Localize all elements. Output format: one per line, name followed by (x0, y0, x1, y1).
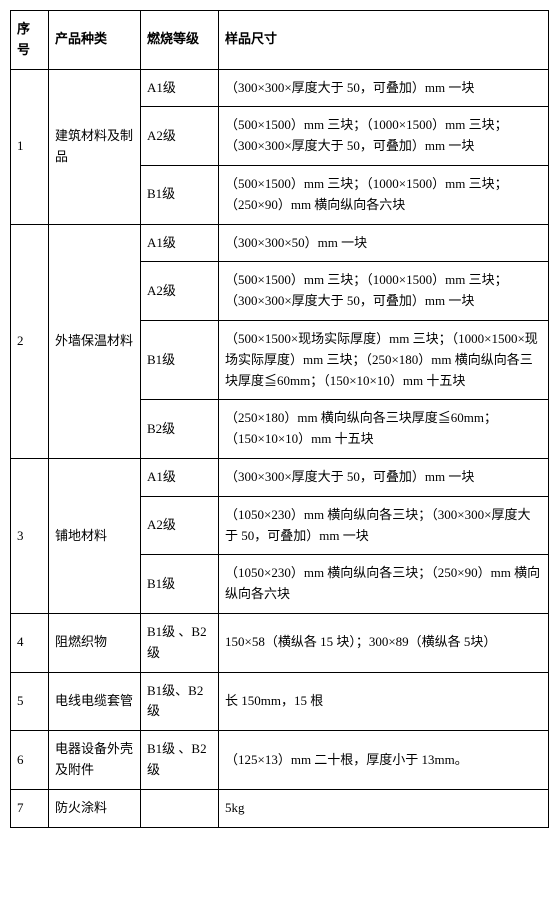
cell-size: （500×1500）mm 三块；（1000×1500）mm 三块；（250×90… (219, 165, 549, 224)
cell-grade: A2级 (141, 107, 219, 166)
cell-seq: 6 (11, 731, 49, 790)
table-row: 5 电线电缆套管 B1级、B2级 长 150mm，15 根 (11, 672, 549, 731)
cell-grade: A1级 (141, 458, 219, 496)
cell-type: 防火涂料 (49, 789, 141, 827)
header-row: 序号 产品种类 燃烧等级 样品尺寸 (11, 11, 549, 70)
header-grade: 燃烧等级 (141, 11, 219, 70)
cell-seq: 5 (11, 672, 49, 731)
cell-size: （1050×230）mm 横向纵向各三块；（250×90）mm 横向纵向各六块 (219, 555, 549, 614)
cell-size: 150×58（横纵各 15 块）；300×89（横纵各 5块） (219, 613, 549, 672)
cell-seq: 4 (11, 613, 49, 672)
cell-size: （300×300×厚度大于 50，可叠加）mm 一块 (219, 458, 549, 496)
cell-grade: B1级 (141, 555, 219, 614)
specification-table: 序号 产品种类 燃烧等级 样品尺寸 1 建筑材料及制品 A1级 （300×300… (10, 10, 549, 828)
table-row: 2 外墙保温材料 A1级 （300×300×50）mm 一块 (11, 224, 549, 262)
table-row: 3 铺地材料 A1级 （300×300×厚度大于 50，可叠加）mm 一块 (11, 458, 549, 496)
header-type: 产品种类 (49, 11, 141, 70)
cell-size: （500×1500）mm 三块；（1000×1500）mm 三块； （300×3… (219, 107, 549, 166)
header-seq: 序号 (11, 11, 49, 70)
cell-size: （500×1500）mm 三块；（1000×1500）mm 三块； （300×3… (219, 262, 549, 321)
cell-size: 5kg (219, 789, 549, 827)
cell-size: （300×300×厚度大于 50，可叠加）mm 一块 (219, 69, 549, 107)
cell-seq: 1 (11, 69, 49, 224)
cell-size: （300×300×50）mm 一块 (219, 224, 549, 262)
cell-seq: 7 (11, 789, 49, 827)
cell-size: （125×13）mm 二十根，厚度小于 13mm。 (219, 731, 549, 790)
cell-grade: B2级 (141, 400, 219, 459)
cell-grade: A2级 (141, 262, 219, 321)
cell-grade: B1级 、B2级 (141, 731, 219, 790)
cell-seq: 2 (11, 224, 49, 458)
cell-grade: A1级 (141, 69, 219, 107)
cell-grade (141, 789, 219, 827)
cell-grade: B1级 、B2级 (141, 613, 219, 672)
cell-type: 外墙保温材料 (49, 224, 141, 458)
cell-size: 长 150mm，15 根 (219, 672, 549, 731)
table-row: 6 电器设备外壳及附件 B1级 、B2级 （125×13）mm 二十根，厚度小于… (11, 731, 549, 790)
cell-type: 铺地材料 (49, 458, 141, 613)
cell-type: 电器设备外壳及附件 (49, 731, 141, 790)
cell-type: 阻燃织物 (49, 613, 141, 672)
cell-grade: B1级、B2级 (141, 672, 219, 731)
cell-seq: 3 (11, 458, 49, 613)
cell-type: 电线电缆套管 (49, 672, 141, 731)
cell-grade: B1级 (141, 165, 219, 224)
cell-grade: A2级 (141, 496, 219, 555)
cell-type: 建筑材料及制品 (49, 69, 141, 224)
table-row: 1 建筑材料及制品 A1级 （300×300×厚度大于 50，可叠加）mm 一块 (11, 69, 549, 107)
cell-size: （1050×230）mm 横向纵向各三块；（300×300×厚度大于 50，可叠… (219, 496, 549, 555)
header-size: 样品尺寸 (219, 11, 549, 70)
cell-size: （250×180）mm 横向纵向各三块厚度≦60mm；（150×10×10）mm… (219, 400, 549, 459)
table-row: 7 防火涂料 5kg (11, 789, 549, 827)
table-row: 4 阻燃织物 B1级 、B2级 150×58（横纵各 15 块）；300×89（… (11, 613, 549, 672)
cell-grade: A1级 (141, 224, 219, 262)
cell-grade: B1级 (141, 320, 219, 399)
cell-size: （500×1500×现场实际厚度）mm 三块；（1000×1500×现场实际厚度… (219, 320, 549, 399)
